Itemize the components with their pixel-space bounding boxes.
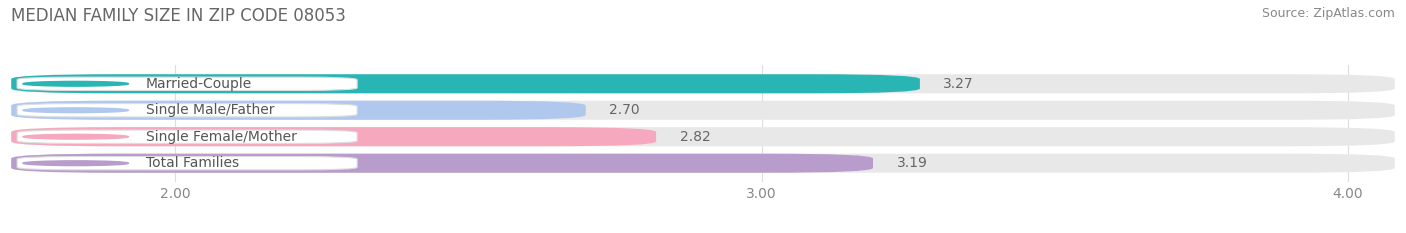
Text: MEDIAN FAMILY SIZE IN ZIP CODE 08053: MEDIAN FAMILY SIZE IN ZIP CODE 08053 xyxy=(11,7,346,25)
FancyBboxPatch shape xyxy=(17,77,357,90)
FancyBboxPatch shape xyxy=(11,127,657,146)
FancyBboxPatch shape xyxy=(11,154,873,173)
FancyBboxPatch shape xyxy=(11,101,1395,120)
FancyBboxPatch shape xyxy=(11,154,1395,173)
Circle shape xyxy=(22,134,128,139)
Text: Total Families: Total Families xyxy=(146,156,239,170)
Text: Single Female/Mother: Single Female/Mother xyxy=(146,130,297,144)
Circle shape xyxy=(22,81,128,86)
Text: Source: ZipAtlas.com: Source: ZipAtlas.com xyxy=(1261,7,1395,20)
Text: Married-Couple: Married-Couple xyxy=(146,77,252,91)
Text: Single Male/Father: Single Male/Father xyxy=(146,103,274,117)
Text: 2.70: 2.70 xyxy=(609,103,640,117)
FancyBboxPatch shape xyxy=(17,130,357,143)
Text: 3.27: 3.27 xyxy=(943,77,974,91)
FancyBboxPatch shape xyxy=(11,101,586,120)
Circle shape xyxy=(22,108,128,113)
Text: 2.82: 2.82 xyxy=(679,130,710,144)
FancyBboxPatch shape xyxy=(17,104,357,117)
FancyBboxPatch shape xyxy=(11,74,1395,93)
Text: 3.19: 3.19 xyxy=(897,156,928,170)
Circle shape xyxy=(22,161,128,166)
FancyBboxPatch shape xyxy=(11,127,1395,146)
FancyBboxPatch shape xyxy=(11,74,920,93)
FancyBboxPatch shape xyxy=(17,157,357,170)
